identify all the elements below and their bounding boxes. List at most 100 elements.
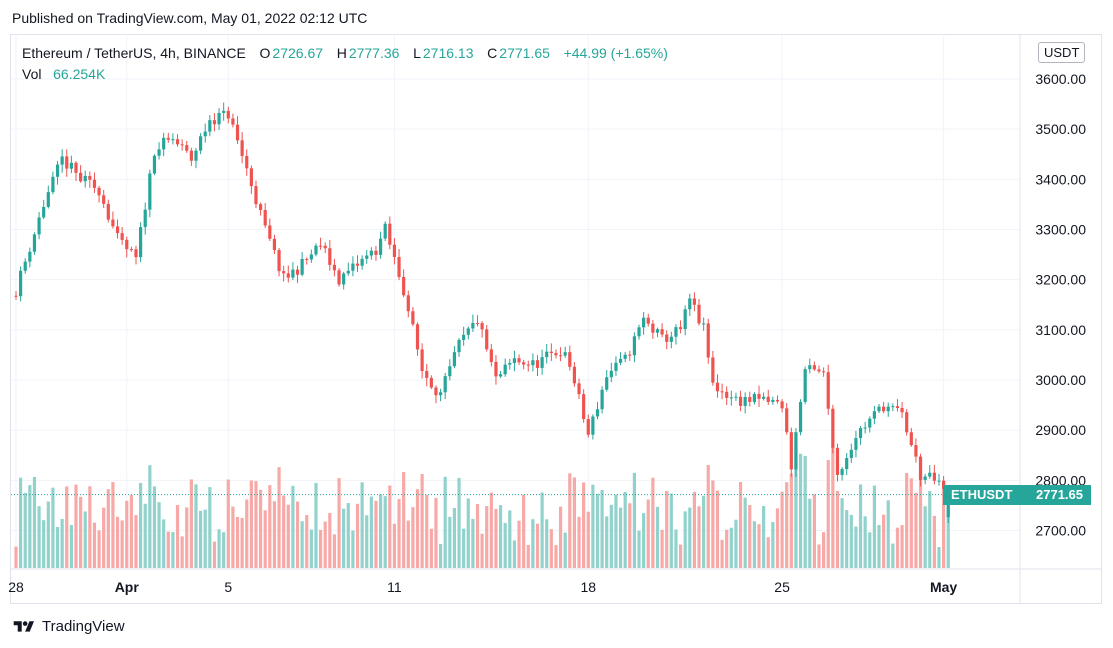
candle (660, 323, 664, 338)
volume-bar (438, 543, 443, 568)
volume-bar (595, 493, 600, 568)
candle (614, 356, 618, 376)
volume-bar (443, 476, 447, 568)
y-tick-label: 2700.00 (1035, 523, 1086, 539)
candle (517, 354, 521, 365)
volume-bar (282, 495, 286, 568)
candle (268, 218, 272, 242)
candle (448, 359, 452, 381)
candle (748, 391, 752, 407)
volume-bar (485, 506, 489, 568)
candle (208, 115, 212, 137)
volume-bar (771, 522, 775, 568)
candle (203, 123, 207, 143)
volume-bar (323, 521, 327, 568)
candle (272, 234, 277, 254)
x-tick-label: 28 (8, 579, 24, 595)
volume-bar (780, 491, 784, 568)
candle (494, 355, 498, 385)
candle (637, 324, 641, 340)
candle (388, 216, 392, 250)
candle (582, 389, 586, 423)
volume-bar (277, 467, 281, 568)
volume-bar (863, 516, 867, 568)
volume-bar (729, 527, 733, 568)
candle (498, 370, 503, 379)
volume-bar (175, 504, 180, 568)
volume-bar (332, 534, 337, 568)
volume-legend: Vol 66.254K (22, 66, 105, 82)
volume-bar (789, 473, 793, 568)
candle (323, 242, 327, 254)
candle (526, 360, 530, 372)
volume-bar (498, 505, 503, 568)
candle (32, 232, 37, 255)
candle (706, 318, 710, 364)
volume-bar (752, 521, 756, 568)
candle (14, 291, 18, 300)
volume-bar (845, 510, 849, 568)
candle (563, 346, 567, 358)
volume-bar (711, 480, 715, 568)
currency-selector[interactable]: USDT (1038, 42, 1086, 63)
candle (674, 324, 678, 345)
candle (199, 133, 203, 155)
candle (300, 251, 304, 277)
volume-bar (605, 516, 609, 568)
volume-bar (826, 460, 830, 568)
candle (923, 473, 927, 485)
volume-bar (545, 519, 549, 568)
volume-bar (51, 487, 55, 568)
candle (545, 343, 549, 364)
candle (111, 211, 115, 229)
volume-bar (831, 447, 835, 568)
chart-frame[interactable] (10, 34, 1102, 604)
candle (882, 402, 886, 414)
volume-bar (111, 482, 115, 568)
candle (678, 320, 683, 334)
candle (180, 139, 184, 151)
footer-brand[interactable]: TradingView (12, 618, 125, 635)
candle (189, 147, 193, 166)
candle (65, 149, 69, 177)
volume-bar (143, 503, 147, 568)
candle (872, 405, 876, 425)
candle (157, 142, 161, 160)
volume-bar (231, 506, 235, 568)
volume-bar (286, 504, 290, 568)
volume-bar (683, 511, 687, 568)
candle (263, 203, 267, 229)
volume-bar (923, 506, 927, 568)
volume-bar (762, 505, 766, 568)
volume-bar (425, 494, 429, 568)
volume-bar (189, 479, 193, 568)
volume-bar (134, 515, 138, 568)
candle (503, 358, 507, 377)
volume-bar (452, 508, 457, 568)
candle (591, 414, 595, 440)
candle (785, 403, 789, 435)
volume-bar (822, 532, 826, 568)
volume-bar (351, 530, 355, 568)
candle (222, 102, 226, 121)
candle (586, 414, 590, 438)
candle (120, 227, 124, 245)
candle (314, 243, 318, 257)
volume-bar (240, 517, 244, 568)
volume-bar (618, 507, 623, 568)
volume-bar (79, 496, 83, 568)
candle (808, 358, 812, 374)
volume-bar (328, 513, 332, 568)
volume-bar (406, 520, 410, 568)
candle (134, 245, 138, 265)
volume-bar (563, 532, 567, 568)
candle (139, 222, 143, 263)
tradingview-logo-icon (13, 620, 34, 632)
candle (402, 269, 406, 298)
candle (378, 231, 383, 259)
candle (175, 134, 180, 147)
candle (642, 311, 646, 335)
candle (51, 171, 55, 195)
volume-bar (868, 532, 872, 568)
